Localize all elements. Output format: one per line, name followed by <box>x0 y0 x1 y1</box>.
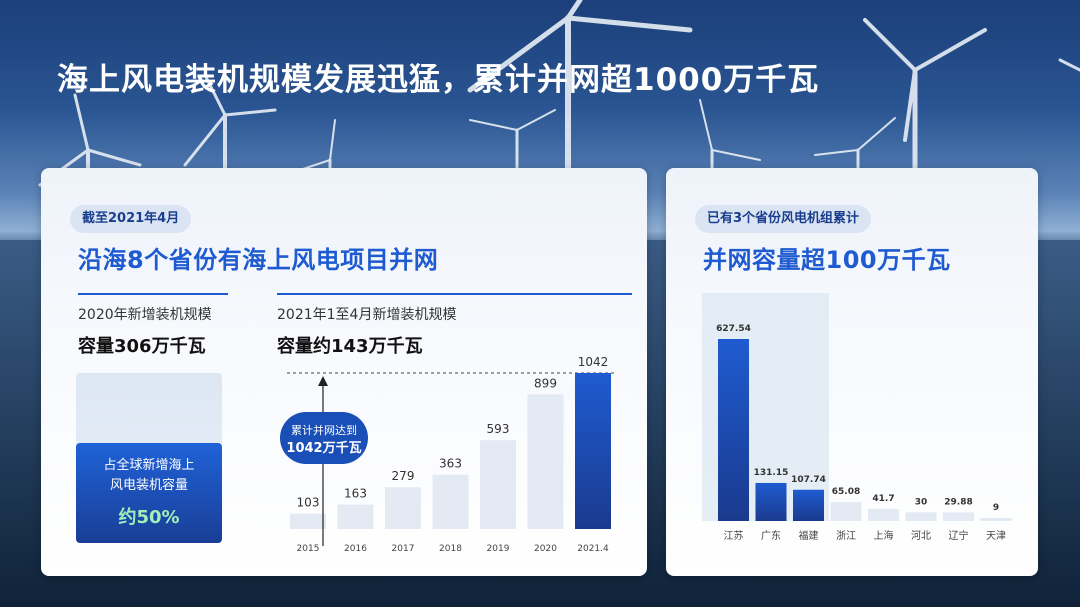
bar-label-天津: 9 <box>993 503 999 513</box>
bar-2019 <box>480 440 516 529</box>
bar-label-上海: 41.7 <box>872 494 894 504</box>
tick-广东: 广东 <box>761 529 781 542</box>
tick-2015: 2015 <box>297 544 320 554</box>
bar-label-福建: 107.74 <box>791 475 826 485</box>
global-share-value: 约50% <box>118 507 180 528</box>
bar-浙江 <box>830 502 862 521</box>
date-pill: 截至2021年4月 <box>70 205 192 233</box>
tick-辽宁: 辽宁 <box>949 529 969 542</box>
bar-label-2015: 103 <box>297 496 320 510</box>
bar-2015 <box>290 513 326 529</box>
callout-line2: 1042万千瓦 <box>286 440 361 456</box>
bar-label-2021.4: 1042 <box>578 355 609 369</box>
bar-天津 <box>980 518 1012 521</box>
stat-2021-value: 容量约143万千瓦 <box>277 336 423 357</box>
bar-label-2020: 899 <box>534 376 557 390</box>
stat-2020-value: 容量306万千瓦 <box>78 336 206 357</box>
bar-label-辽宁: 29.88 <box>944 497 972 507</box>
bar-label-2017: 279 <box>392 469 415 483</box>
stat-2021-label: 2021年1至4月新增装机规模 <box>277 307 457 323</box>
bar-2020 <box>527 394 564 529</box>
tick-2016: 2016 <box>344 544 367 554</box>
stat-2020-divider <box>78 293 228 295</box>
stat-2021-divider <box>277 293 632 295</box>
bar-2021.4 <box>575 373 611 529</box>
left-heading: 沿海8个省份有海上风电项目并网 <box>78 246 439 274</box>
right-heading: 并网容量超100万千瓦 <box>703 246 951 274</box>
tick-福建: 福建 <box>799 529 819 542</box>
callout-arrow-head <box>318 376 328 386</box>
province-capacity-chart: 627.54 江苏 131.15 广东 107.74 福建 65.08 浙江 41.7 上海 30 河… <box>702 293 1012 542</box>
cumulative-capacity-chart: 103 2015 163 2016 279 2017 363 2018 593 2019 899 20… <box>280 355 617 554</box>
left-panel: 截至2021年4月 沿海8个省份有海上风电项目并网 2020年新增装机规模 容量… <box>41 168 647 576</box>
bar-2017 <box>385 487 421 529</box>
tick-2021.4: 2021.4 <box>577 544 609 554</box>
bar-辽宁 <box>943 512 974 521</box>
stat-2020-label: 2020年新增装机规模 <box>78 307 212 323</box>
global-share-line1: 占全球新增海上 <box>103 458 195 473</box>
right-panel: 已有3个省份风电机组累计 并网容量超100万千瓦 627.54 江苏 131.15 广… <box>666 168 1038 576</box>
bar-label-2019: 593 <box>487 422 510 436</box>
bar-福建 <box>793 489 824 521</box>
tick-江苏: 江苏 <box>724 529 744 542</box>
tick-河北: 河北 <box>911 530 931 542</box>
global-share-line2: 风电装机容量 <box>109 478 188 493</box>
bar-label-广东: 131.15 <box>754 468 789 478</box>
tick-2018: 2018 <box>439 544 462 554</box>
tick-浙江: 浙江 <box>836 530 856 542</box>
page-title: 海上风电装机规模发展迅猛，累计并网超1000万千瓦 <box>57 62 820 98</box>
bar-label-2018: 363 <box>439 457 462 471</box>
tick-2020: 2020 <box>534 544 557 554</box>
bar-上海 <box>868 508 899 521</box>
tick-上海: 上海 <box>874 529 894 542</box>
bar-label-浙江: 65.08 <box>832 487 860 497</box>
bar-江苏 <box>718 339 749 521</box>
bar-广东 <box>755 482 787 521</box>
bar-label-江苏: 627.54 <box>716 324 751 334</box>
callout-line1: 累计并网达到 <box>291 423 357 437</box>
bar-河北 <box>905 512 937 521</box>
bar-2018 <box>432 474 469 529</box>
tick-天津: 天津 <box>986 530 1006 542</box>
bar-2016 <box>337 504 374 529</box>
province-pill: 已有3个省份风电机组累计 <box>695 205 872 233</box>
callout-badge <box>280 412 368 464</box>
bar-label-2016: 163 <box>344 487 367 501</box>
tick-2017: 2017 <box>392 544 415 554</box>
global-share-card: 占全球新增海上 风电装机容量 约50% <box>76 443 222 543</box>
tick-2019: 2019 <box>487 544 510 554</box>
bar-label-河北: 30 <box>915 497 928 507</box>
